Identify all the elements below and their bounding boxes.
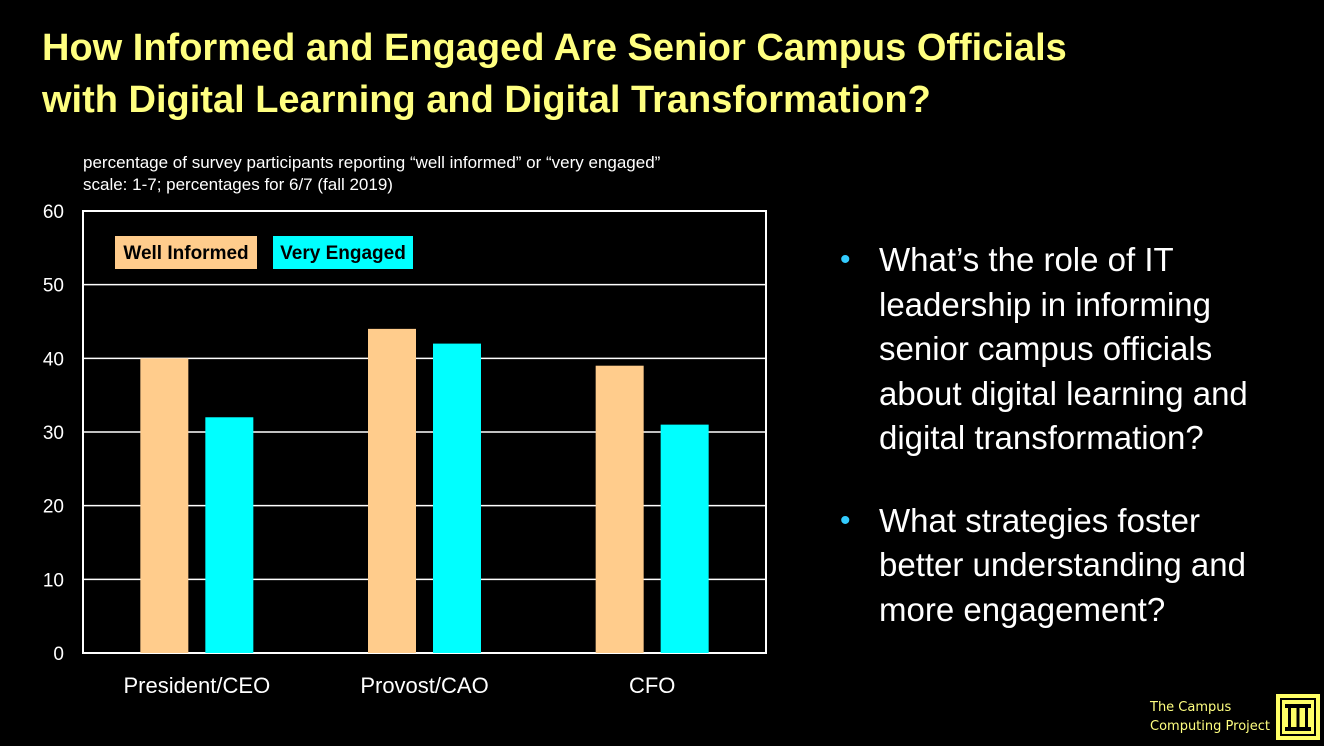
title-line-1: How Informed and Engaged Are Senior Camp… bbox=[42, 27, 1067, 69]
x-tick-label: CFO bbox=[629, 673, 675, 698]
logo-line-2: Computing Project bbox=[1150, 719, 1270, 734]
column-building-icon bbox=[1276, 694, 1320, 740]
bullet-text-2: What strategies foster better understand… bbox=[879, 501, 1246, 628]
y-tick-label: 20 bbox=[43, 497, 64, 518]
bar-very-engaged-cfo bbox=[660, 424, 709, 653]
bar-well-informed-president-ceo bbox=[140, 358, 189, 653]
y-tick-label: 50 bbox=[43, 276, 64, 297]
y-tick-label: 40 bbox=[43, 349, 64, 370]
bar-well-informed-provost-cao bbox=[368, 328, 416, 653]
legend-swatch bbox=[273, 236, 413, 269]
x-tick-label: President/CEO bbox=[123, 673, 270, 698]
bar-well-informed-cfo bbox=[595, 365, 644, 653]
bullet-dot-icon: • bbox=[840, 503, 851, 537]
y-tick-label: 30 bbox=[43, 423, 64, 444]
legend-swatch bbox=[115, 236, 257, 269]
legend-label: Very Engaged bbox=[280, 243, 406, 264]
slide-title: How Informed and Engaged Are Senior Camp… bbox=[42, 22, 1142, 126]
logo-line-1: The Campus bbox=[1150, 700, 1232, 715]
bullet-dot-icon: • bbox=[840, 243, 851, 276]
legend-label: Well Informed bbox=[123, 243, 248, 264]
y-tick-label: 10 bbox=[43, 570, 64, 591]
bullet-text-1: What’s the role of IT leadership in info… bbox=[879, 241, 1248, 456]
bar-very-engaged-president-ceo bbox=[205, 417, 254, 653]
logo-text: The Campus Computing Project bbox=[1150, 698, 1270, 736]
x-tick-label: Provost/CAO bbox=[360, 673, 488, 698]
bar-chart: 0 10 20 30 40 50 60 President/CEO Provost/CAO CFO… bbox=[43, 202, 767, 698]
bullet-item-2: • What strategies foster better understa… bbox=[840, 499, 1290, 633]
bullet-item-1: • What’s the role of IT leadership in in… bbox=[840, 238, 1290, 461]
bar-very-engaged-provost-cao bbox=[433, 343, 481, 653]
chart-subtitle-line-2: scale: 1-7; percentages for 6/7 (fall 20… bbox=[83, 175, 393, 194]
bullet-list: • What’s the role of IT leadership in in… bbox=[840, 238, 1290, 670]
plot-frame bbox=[82, 210, 767, 654]
title-line-2: with Digital Learning and Digital Transf… bbox=[42, 79, 931, 121]
y-tick-label: 0 bbox=[53, 644, 64, 665]
y-tick-label: 60 bbox=[43, 202, 64, 223]
chart-subtitle-line-1: percentage of survey participants report… bbox=[83, 153, 661, 172]
